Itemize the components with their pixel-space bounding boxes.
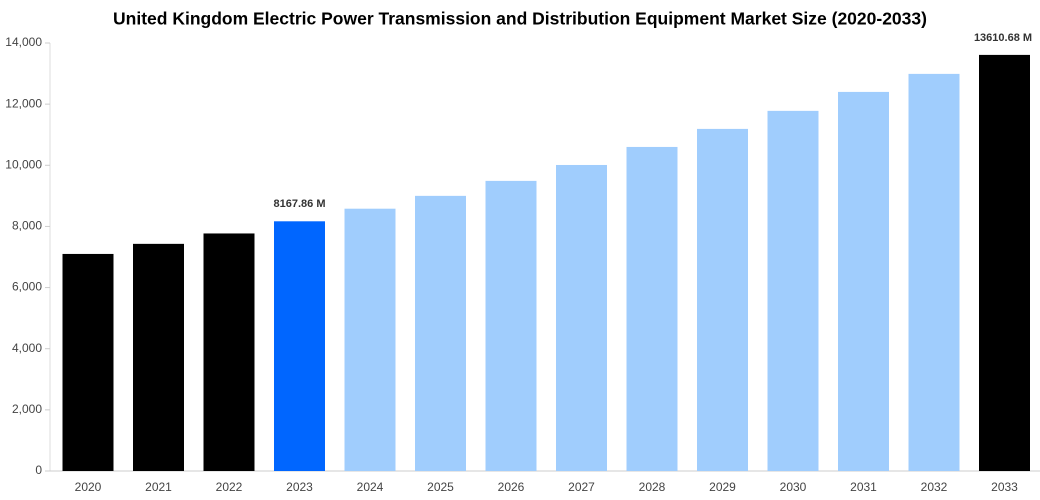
y-tick-label: 8,000 <box>12 219 42 233</box>
bar <box>485 180 537 471</box>
y-tick-label: 2,000 <box>12 402 42 416</box>
x-tick-label: 2022 <box>216 480 243 494</box>
x-tick-label: 2033 <box>991 480 1018 494</box>
y-tick-label: 6,000 <box>12 280 42 294</box>
y-tick-label: 10,000 <box>5 157 42 171</box>
x-tick-label: 2029 <box>709 480 736 494</box>
bar <box>415 195 466 471</box>
value-label: 8167.86 M <box>274 198 326 210</box>
x-tick-label: 2020 <box>75 480 102 494</box>
bar <box>133 243 184 471</box>
x-tick-label: 2032 <box>921 480 948 494</box>
bar <box>62 253 114 471</box>
x-tick-label: 2026 <box>498 480 525 494</box>
bar <box>697 128 748 472</box>
x-tick-label: 2025 <box>427 480 454 494</box>
value-label: 13610.68 M <box>974 32 1032 44</box>
x-tick-label: 2027 <box>568 480 595 494</box>
y-tick-label: 12,000 <box>5 96 42 110</box>
bar <box>344 208 396 471</box>
x-tick-label: 2028 <box>639 480 666 494</box>
y-tick-label: 4,000 <box>12 341 42 355</box>
bar <box>274 221 325 471</box>
bar <box>556 164 607 472</box>
x-tick-label: 2030 <box>780 480 807 494</box>
x-tick-label: 2023 <box>286 480 313 494</box>
chart-title: United Kingdom Electric Power Transmissi… <box>113 9 927 29</box>
y-tick-label: 0 <box>35 463 42 477</box>
bar <box>203 233 255 471</box>
bar <box>626 146 678 471</box>
bar <box>979 54 1030 471</box>
bar <box>767 110 819 472</box>
x-tick-label: 2031 <box>850 480 877 494</box>
x-tick-label: 2021 <box>145 480 172 494</box>
bar <box>838 91 889 472</box>
y-tick-label: 14,000 <box>5 35 42 49</box>
x-tick-label: 2024 <box>357 480 384 494</box>
bar <box>908 73 960 472</box>
